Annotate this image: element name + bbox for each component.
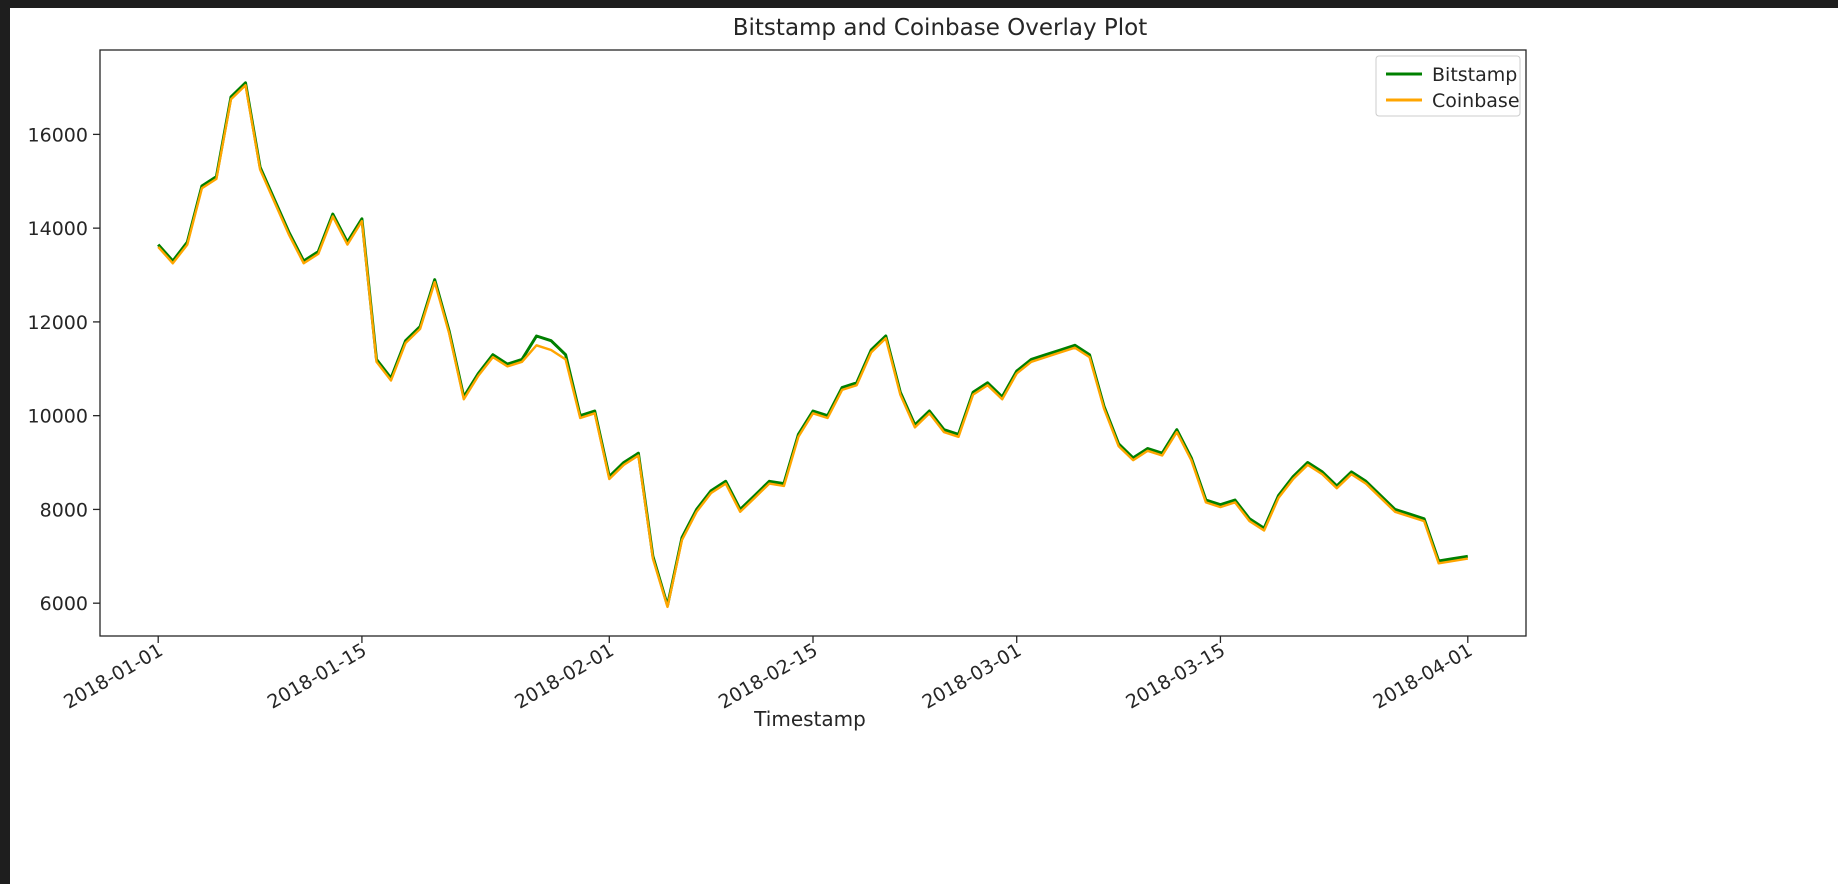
y-tick-label: 12000 — [28, 312, 88, 334]
x-tick-label: 2018-01-15 — [264, 639, 371, 713]
plot-area — [100, 50, 1526, 636]
y-tick-label: 14000 — [28, 218, 88, 240]
legend-label-bitstamp: Bitstamp — [1432, 64, 1517, 86]
x-axis-label: Timestamp — [753, 707, 866, 731]
x-tick-label: 2018-02-15 — [715, 639, 822, 713]
legend-label-coinbase: Coinbase — [1432, 90, 1520, 112]
chart-frame: Bitstamp and Coinbase Overlay Plot 6000 8… — [10, 8, 1838, 884]
legend: Bitstamp Coinbase — [1375, 55, 1521, 117]
x-tick-label: 2018-01-01 — [60, 639, 167, 713]
y-axis: 6000 8000 10000 12000 14000 16000 — [28, 124, 100, 615]
series-layer — [157, 81, 1469, 609]
y-tick-label: 10000 — [28, 406, 88, 428]
x-tick-label: 2018-04-01 — [1370, 639, 1477, 713]
chart-title: Bitstamp and Coinbase Overlay Plot — [733, 15, 1148, 41]
x-axis: 2018-01-01 2018-01-15 2018-02-01 2018-02-15… — [60, 636, 1476, 714]
line-chart: Bitstamp and Coinbase Overlay Plot 6000 8… — [28, 15, 1527, 731]
x-tick-label: 2018-03-15 — [1122, 639, 1229, 713]
x-tick-label: 2018-03-01 — [919, 639, 1026, 713]
y-tick-label: 16000 — [28, 124, 88, 146]
y-tick-label: 6000 — [40, 593, 88, 615]
y-tick-label: 8000 — [40, 499, 88, 521]
x-tick-label: 2018-02-01 — [511, 639, 618, 713]
series-line-coinbase — [157, 83, 1468, 609]
